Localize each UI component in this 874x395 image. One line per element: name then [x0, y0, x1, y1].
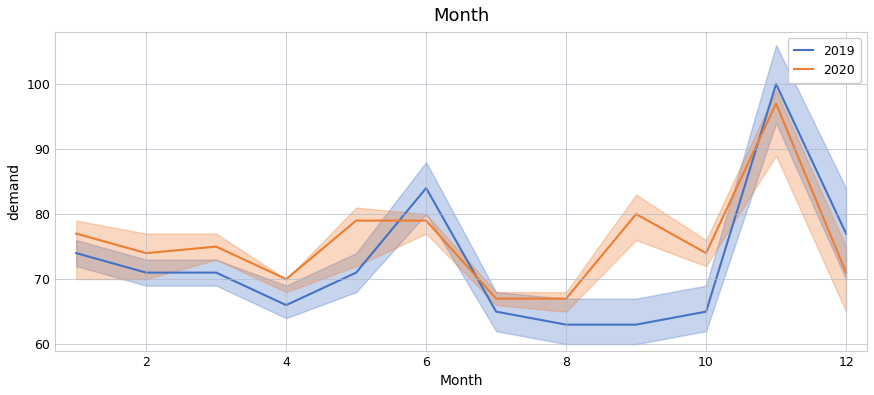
2019	[421, 186, 432, 190]
2019	[771, 82, 781, 87]
Line: 2019: 2019	[76, 84, 846, 325]
2019	[841, 231, 851, 236]
2020	[631, 212, 642, 216]
2020	[771, 101, 781, 106]
Legend: 2019, 2020: 2019, 2020	[787, 38, 861, 83]
2019	[351, 270, 362, 275]
2019	[491, 309, 502, 314]
2020	[351, 218, 362, 223]
2020	[561, 296, 572, 301]
2019	[141, 270, 151, 275]
Title: Month: Month	[433, 7, 489, 25]
2019	[701, 309, 711, 314]
2019	[561, 322, 572, 327]
2019	[281, 303, 291, 307]
2020	[421, 218, 432, 223]
2019	[71, 251, 81, 256]
2020	[211, 244, 221, 249]
2020	[491, 296, 502, 301]
X-axis label: Month: Month	[440, 374, 483, 388]
2020	[841, 270, 851, 275]
2020	[701, 251, 711, 256]
2020	[141, 251, 151, 256]
2020	[71, 231, 81, 236]
Line: 2020: 2020	[76, 103, 846, 299]
2019	[211, 270, 221, 275]
2019	[631, 322, 642, 327]
2020	[281, 277, 291, 282]
Y-axis label: demand: demand	[7, 163, 21, 220]
